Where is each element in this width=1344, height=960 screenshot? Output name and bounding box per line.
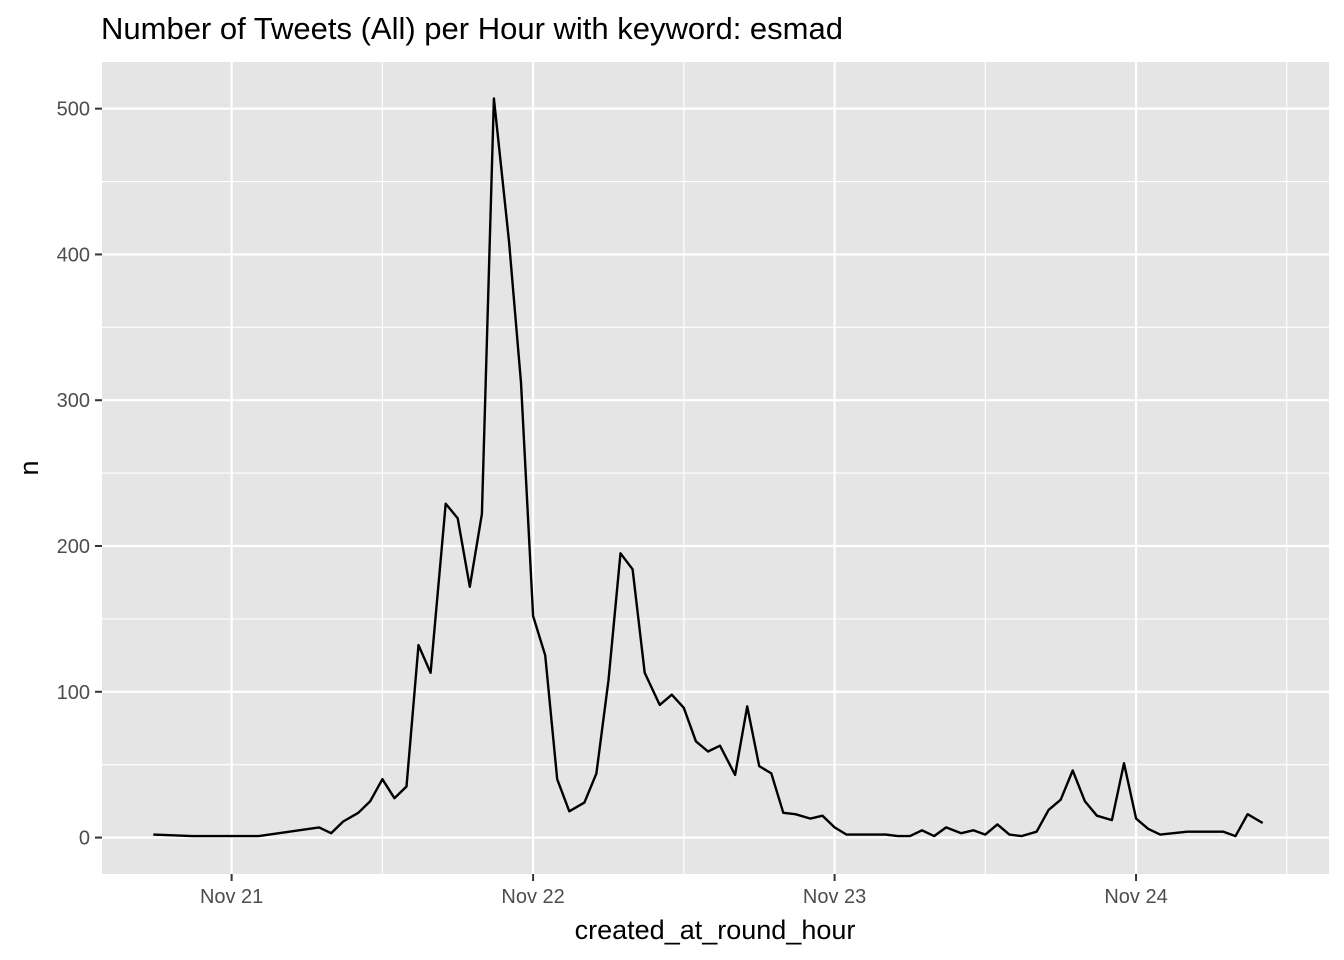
minor-gridlines [102, 62, 1329, 874]
x-axis: Nov 21 Nov 22 Nov 23 Nov 24 [200, 874, 1168, 908]
y-tick-label: 300 [57, 390, 90, 412]
plot-panel [102, 62, 1329, 874]
series-layer [153, 97, 1264, 838]
x-tick-label: Nov 24 [1104, 886, 1167, 908]
y-axis: 0 100 200 300 400 500 [57, 99, 102, 850]
series-line [153, 97, 1264, 838]
major-gridlines [102, 62, 1329, 874]
x-tick-label: Nov 21 [200, 886, 263, 908]
y-tick-label: 500 [57, 99, 90, 121]
x-tick-label: Nov 22 [501, 886, 564, 908]
x-tick-label: Nov 23 [803, 886, 866, 908]
y-tick-label: 200 [57, 536, 90, 558]
chart-title: Number of Tweets (All) per Hour with key… [101, 11, 843, 46]
y-axis-title: n [14, 460, 44, 475]
y-tick-label: 400 [57, 244, 90, 266]
x-axis-title: created_at_round_hour [575, 915, 856, 945]
y-tick-label: 100 [57, 682, 90, 704]
y-tick-label: 0 [79, 828, 90, 850]
